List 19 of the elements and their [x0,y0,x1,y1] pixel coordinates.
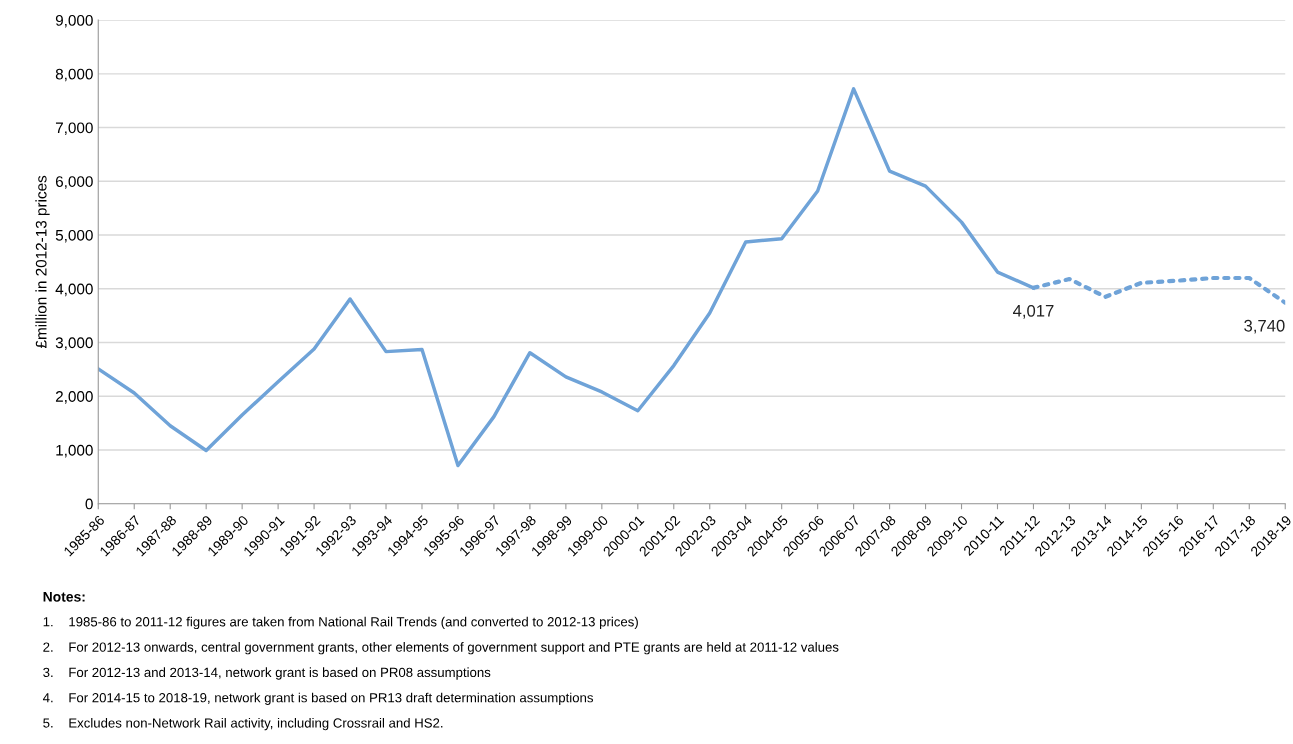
y-tick-label: 8,000 [55,68,93,82]
text: 4. For 2014-15 to 2018-19, network grant is based on PR13 draft determination assumptions [42,692,594,705]
y-tick-label: 4,000 [55,283,93,297]
y-tick-label: 1,000 [56,444,93,458]
text: 3. For 2012-13 and 2013-14, network grant is based on PR08 assumptions [43,667,491,680]
y-tick-label: 9,000 [55,14,93,28]
y-tick-label: 7,000 [55,122,93,136]
y-tick-label: 3,000 [55,337,93,350]
text: Notes: [43,591,85,602]
y-axis-title: £million in 2012-13 prices [35,175,50,349]
y-tick-label: 5,000 [55,229,93,243]
y-tick-label: 2,000 [55,391,93,404]
data-label: 3,740 [1244,319,1285,334]
text: 5. Excludes non-Network Rail activity, including Crossrail and HS2. [43,717,443,731]
data-label: 4,017 [1012,304,1054,319]
y-tick-label: 6,000 [55,176,93,189]
text: 2. For 2012-13 onwards, central government grants, other elements of government support and PTE grants are held at 2011-12 values [43,642,839,655]
text: 1. 1985-86 to 2011-12 figures are taken from National Rail Trends (and converted to 2012-13 prices) [43,616,638,630]
y-tick-label: 0 [85,498,93,510]
